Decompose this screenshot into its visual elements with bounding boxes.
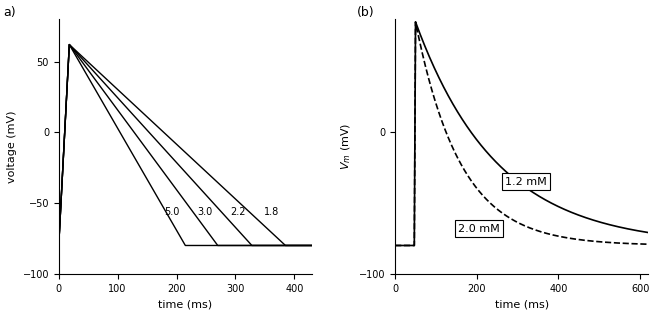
Y-axis label: voltage (mV): voltage (mV) — [7, 110, 17, 183]
Text: 2.2: 2.2 — [231, 207, 246, 217]
Text: 1.2 mM: 1.2 mM — [505, 177, 547, 187]
Text: a): a) — [3, 6, 16, 19]
Y-axis label: $V_m$ (mV): $V_m$ (mV) — [340, 123, 353, 170]
Text: 1.8: 1.8 — [264, 207, 279, 217]
X-axis label: time (ms): time (ms) — [158, 299, 212, 309]
Text: (b): (b) — [357, 6, 374, 19]
X-axis label: time (ms): time (ms) — [495, 299, 549, 309]
Text: 5.0: 5.0 — [164, 207, 179, 217]
Text: 2.0 mM: 2.0 mM — [459, 223, 500, 234]
Text: 3.0: 3.0 — [197, 207, 212, 217]
